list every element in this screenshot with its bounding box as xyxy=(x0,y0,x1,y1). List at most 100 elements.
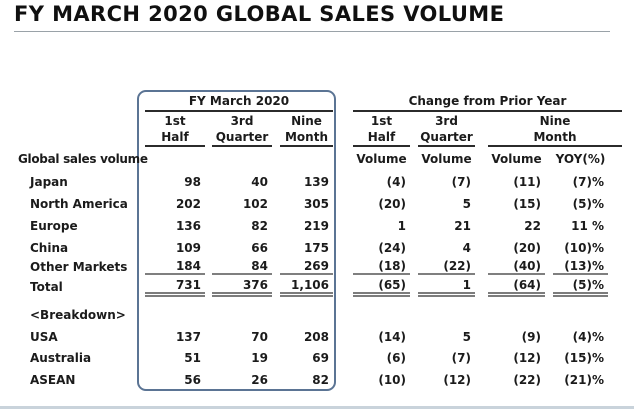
value-cell: 82 xyxy=(312,372,329,387)
value-cell: 98 xyxy=(184,175,201,189)
row-label: Other Markets xyxy=(30,260,128,274)
col-header: 3rd xyxy=(230,113,254,128)
value-cell: (15)% xyxy=(564,350,604,365)
value-cell: 22 xyxy=(524,219,541,233)
sub-col-header: Volume xyxy=(491,151,542,166)
table-row-japan: Japan 98 40 139 (4) (7) (11) (7)% xyxy=(0,171,634,193)
section-label: Global sales volume xyxy=(18,151,148,166)
value-cell: (21)% xyxy=(564,372,604,387)
table-row-australia: Australia 51 19 69 (6) (7) (12) (15)% xyxy=(0,347,634,368)
value-cell: (13)% xyxy=(553,259,608,275)
value-cell: 139 xyxy=(303,175,329,189)
col-header: Quarter xyxy=(212,129,272,147)
column-header-row-2: Half Quarter Month Half Quarter Month xyxy=(0,129,634,147)
value-cell: 69 xyxy=(312,350,329,365)
row-label: USA xyxy=(30,329,58,344)
col-header: Month xyxy=(280,129,333,147)
value-cell: 70 xyxy=(251,329,268,344)
value-cell: 731 xyxy=(145,277,205,297)
value-cell: (64) xyxy=(488,277,545,297)
value-cell: (5)% xyxy=(572,197,604,211)
value-cell: 305 xyxy=(303,197,329,211)
value-cell: (22) xyxy=(418,259,475,275)
col-header: Month xyxy=(488,129,622,147)
column-header-row-1: 1st 3rd Nine 1st 3rd Nine xyxy=(0,112,634,129)
value-cell: 1,106 xyxy=(280,277,333,297)
value-cell: 137 xyxy=(175,329,201,344)
table-row-asean: ASEAN 56 26 82 (10) (12) (22) (21)% xyxy=(0,369,634,390)
col-header: Nine xyxy=(291,113,322,128)
row-label: Europe xyxy=(30,219,78,233)
row-label: <Breakdown> xyxy=(30,308,126,322)
value-cell: (20) xyxy=(513,241,541,255)
sub-header-row: Global sales volume Volume Volume Volume… xyxy=(0,149,634,168)
change-group-header: Change from Prior Year xyxy=(353,92,622,112)
col-header: Half xyxy=(353,129,410,147)
value-cell: (5)% xyxy=(553,277,608,297)
value-cell: (14) xyxy=(378,329,406,344)
row-label: Japan xyxy=(30,175,68,189)
value-cell: (12) xyxy=(443,372,471,387)
value-cell: (7) xyxy=(451,175,471,189)
value-cell: 11 % xyxy=(571,219,604,233)
value-cell: 175 xyxy=(303,241,329,255)
fy-group-header: FY March 2020 xyxy=(145,92,333,112)
title-divider xyxy=(14,31,610,32)
value-cell: (20) xyxy=(378,197,406,211)
row-label: Australia xyxy=(30,350,92,365)
value-cell: 4 xyxy=(462,241,471,255)
col-header: 3rd xyxy=(435,113,458,128)
col-header: 1st xyxy=(164,113,186,128)
value-cell: 26 xyxy=(251,372,268,387)
value-cell: (18) xyxy=(353,259,410,275)
value-cell: (40) xyxy=(488,259,545,275)
value-cell: 56 xyxy=(184,372,201,387)
value-cell: 82 xyxy=(251,219,268,233)
value-cell: (22) xyxy=(513,372,541,387)
row-label: North America xyxy=(30,197,128,211)
value-cell: 40 xyxy=(251,175,268,189)
value-cell: 5 xyxy=(462,197,471,211)
sub-col-header: Volume xyxy=(356,151,407,166)
value-cell: (9) xyxy=(521,329,541,344)
value-cell: 184 xyxy=(145,259,205,275)
group-header-row: FY March 2020 Change from Prior Year xyxy=(0,92,634,112)
value-cell: 1 xyxy=(418,277,475,297)
value-cell: (7)% xyxy=(572,175,604,189)
value-cell: 51 xyxy=(184,350,201,365)
value-cell: 136 xyxy=(175,219,201,233)
value-cell: 21 xyxy=(454,219,471,233)
value-cell: (11) xyxy=(513,175,541,189)
fy-march-2020-outline-box xyxy=(137,90,336,391)
value-cell: (6) xyxy=(386,350,406,365)
page-title: FY MARCH 2020 GLOBAL SALES VOLUME xyxy=(14,2,505,26)
value-cell: 102 xyxy=(242,197,268,211)
row-label: China xyxy=(30,241,69,255)
col-header: 1st xyxy=(370,113,393,128)
value-cell: (10) xyxy=(378,372,406,387)
row-label: ASEAN xyxy=(30,372,76,387)
table-row-china: China 109 66 175 (24) 4 (20) (10)% xyxy=(0,237,634,259)
value-cell: (4) xyxy=(386,175,406,189)
col-header: Quarter xyxy=(418,129,475,147)
value-cell: 376 xyxy=(212,277,272,297)
col-header: Nine xyxy=(539,113,571,128)
table-row-other-markets: Other Markets 184 84 269 (18) (22) (40) … xyxy=(0,259,634,275)
table-row-north-america: North America 202 102 305 (20) 5 (15) (5… xyxy=(0,193,634,215)
value-cell: 19 xyxy=(251,350,268,365)
value-cell: 202 xyxy=(175,197,201,211)
value-cell: 1 xyxy=(397,219,406,233)
value-cell: 109 xyxy=(175,241,201,255)
value-cell: 269 xyxy=(280,259,333,275)
value-cell: 208 xyxy=(303,329,329,344)
col-header: Half xyxy=(145,129,205,147)
table-row-total: Total 731 376 1,106 (65) 1 (64) (5)% xyxy=(0,277,634,297)
table-row-europe: Europe 136 82 219 1 21 22 11 % xyxy=(0,215,634,237)
value-cell: 84 xyxy=(212,259,272,275)
table-row-breakdown: <Breakdown> xyxy=(0,305,634,325)
value-cell: (15) xyxy=(513,197,541,211)
value-cell: (7) xyxy=(451,350,471,365)
value-cell: (10)% xyxy=(564,241,604,255)
sub-col-header: Volume xyxy=(421,151,472,166)
